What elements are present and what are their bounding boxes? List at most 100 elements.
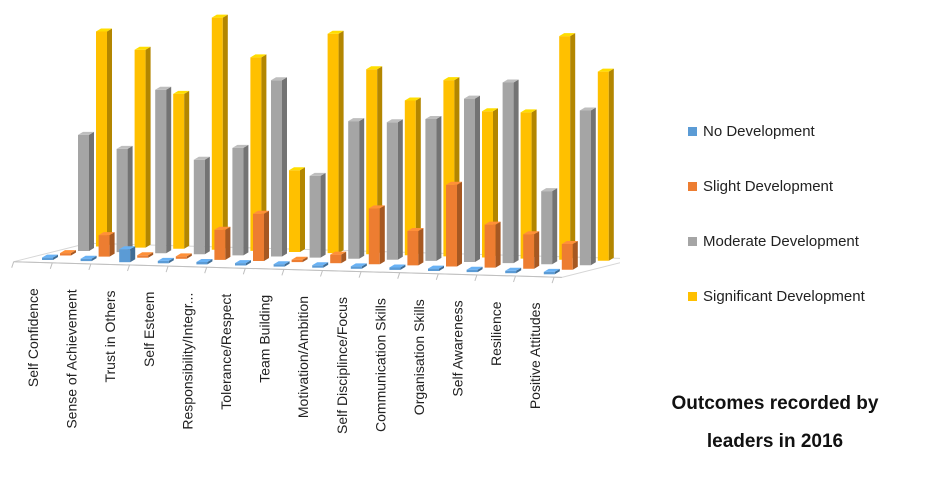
- bar-moderate-development-self-confidence: [78, 131, 94, 251]
- x-tick-label: Self Esteem: [141, 292, 157, 367]
- bar-no-development-organisation-skills: [428, 265, 444, 271]
- x-axis-tick: [551, 276, 555, 284]
- bar-no-development-team-building: [273, 261, 290, 267]
- bar-significant-development-organisation-skills: [482, 108, 498, 258]
- x-axis-tick: [474, 274, 478, 282]
- x-axis-tick: [11, 261, 15, 268]
- bar-moderate-development-responsibility-integr: [232, 144, 249, 256]
- bar-significant-development-team-building: [327, 30, 344, 254]
- legend-label: Slight Development: [703, 177, 834, 195]
- bar-moderate-development-motivation-ambition: [348, 118, 365, 259]
- legend-item-slight-development: Slight Development: [688, 173, 938, 199]
- chart-legend: No Development Slight Development Moderate…: [688, 118, 938, 338]
- bar-no-development-self-confidence: [42, 254, 58, 260]
- bar-slight-development-sense-of-achievement: [98, 232, 115, 257]
- bar-moderate-development-positive-attitudes: [579, 107, 596, 266]
- bar-significant-development-trust-in-others: [173, 90, 190, 249]
- bar-no-development-tolerance-respect: [235, 260, 251, 266]
- x-tick-label: Trust in Others: [102, 290, 118, 382]
- legend-item-no-development: No Development: [688, 118, 938, 144]
- bar-no-development-trust-in-others: [119, 246, 136, 263]
- bar-slight-development-motivation-ambition: [330, 251, 347, 264]
- bar-significant-development-responsibility-integr: [250, 54, 267, 251]
- x-axis-tick: [127, 264, 130, 272]
- bar-significant-development-self-disciplince-focus: [404, 97, 421, 256]
- bar-slight-development-self-awareness: [484, 221, 501, 268]
- x-tick-label: Communication Skills: [372, 298, 388, 432]
- bar-slight-development-positive-attitudes: [561, 241, 578, 270]
- x-axis-tick: [435, 273, 439, 280]
- bar-significant-development-self-awareness: [520, 109, 537, 259]
- x-tick-label: Positive Attitudes: [527, 303, 543, 410]
- x-axis-tick: [320, 270, 323, 277]
- bar-moderate-development-self-esteem: [193, 156, 210, 255]
- bar-moderate-development-team-building: [309, 172, 326, 258]
- x-axis-tick: [281, 269, 285, 276]
- caption-line-1: Outcomes recorded by: [671, 393, 879, 414]
- bar-moderate-development-communication-skills: [425, 116, 442, 261]
- x-axis-tick: [204, 267, 208, 274]
- bar-no-development-motivation-ambition: [312, 262, 329, 268]
- bar-significant-development-resilience: [559, 33, 576, 260]
- legend-swatch: [688, 126, 697, 136]
- bar-no-development-self-esteem: [157, 257, 174, 264]
- bar-moderate-development-organisation-skills: [464, 95, 480, 262]
- legend-swatch: [688, 291, 697, 301]
- x-axis-tick: [242, 268, 246, 275]
- x-tick-label: Self Disciplince/Focus: [334, 297, 350, 434]
- bar-moderate-development-tolerance-respect: [271, 77, 287, 257]
- x-axis-tick: [397, 272, 401, 279]
- bar-slight-development-trust-in-others: [137, 252, 154, 258]
- chart-plot-area: Self Confidence Sense of Achievement Trust…: [11, 14, 620, 434]
- bar-significant-development-self-confidence: [96, 28, 112, 247]
- bar-significant-development-positive-attitudes: [597, 68, 614, 261]
- legend-swatch: [688, 236, 697, 246]
- chart-caption: Outcomes recorded by leaders in 2016: [610, 385, 939, 461]
- legend-swatch: [688, 181, 697, 191]
- bar-slight-development-organisation-skills: [446, 181, 462, 267]
- legend-item-moderate-development: Moderate Development: [688, 228, 938, 254]
- legend-label: Significant Development: [703, 287, 865, 305]
- caption-line-2: leaders in 2016: [706, 431, 844, 452]
- x-axis-tick: [513, 275, 516, 283]
- x-tick-label: Responsibility/Integr...: [179, 293, 195, 430]
- legend-label: No Development: [703, 122, 815, 140]
- x-tick-label: Resilience: [488, 301, 504, 366]
- bar-significant-development-tolerance-respect: [289, 167, 305, 252]
- x-tick-label: Tolerance/Respect: [218, 294, 234, 410]
- x-tick-label: Self Awareness: [450, 300, 466, 396]
- bar-slight-development-communication-skills: [407, 228, 424, 266]
- bar-slight-development-self-confidence: [60, 250, 76, 256]
- bar-significant-development-sense-of-achievement: [134, 46, 151, 248]
- bar-slight-development-responsibility-integr: [214, 226, 231, 260]
- x-tick-label: Motivation/Ambition: [295, 296, 311, 418]
- bar-slight-development-tolerance-respect: [253, 210, 269, 261]
- x-axis-tick: [358, 271, 362, 278]
- x-axis-tick: [165, 265, 169, 273]
- bar-moderate-development-self-awareness: [502, 79, 519, 264]
- bar-no-development-positive-attitudes: [543, 268, 560, 275]
- bar-slight-development-self-disciplince-focus: [368, 205, 385, 265]
- bar-no-development-sense-of-achievement: [80, 255, 97, 262]
- bar-no-development-responsibility-integr: [196, 259, 213, 265]
- legend-label: Moderate Development: [703, 232, 859, 250]
- x-axis-tick: [88, 263, 92, 271]
- bar-slight-development-team-building: [291, 256, 308, 263]
- x-axis-tick: [49, 262, 53, 269]
- bar-no-development-resilience: [505, 267, 522, 274]
- bar-moderate-development-sense-of-achievement: [116, 145, 133, 253]
- x-tick-label: Self Confidence: [25, 288, 41, 387]
- x-axis-line: [13, 261, 562, 278]
- legend-item-significant-development: Significant Development: [688, 283, 938, 309]
- x-tick-label: Team Building: [257, 295, 273, 383]
- bar-no-development-self-disciplince-focus: [350, 263, 367, 269]
- bar-no-development-self-awareness: [466, 266, 483, 273]
- x-tick-label: Sense of Achievement: [64, 289, 80, 428]
- bar-significant-development-self-esteem: [211, 14, 228, 250]
- bar-no-development-communication-skills: [389, 264, 406, 270]
- x-tick-label: Organisation Skills: [411, 299, 427, 415]
- bar-slight-development-self-esteem: [175, 253, 192, 259]
- bar-moderate-development-resilience: [541, 188, 558, 265]
- bar-moderate-development-self-disciplince-focus: [386, 119, 403, 260]
- bar-slight-development-resilience: [523, 231, 540, 269]
